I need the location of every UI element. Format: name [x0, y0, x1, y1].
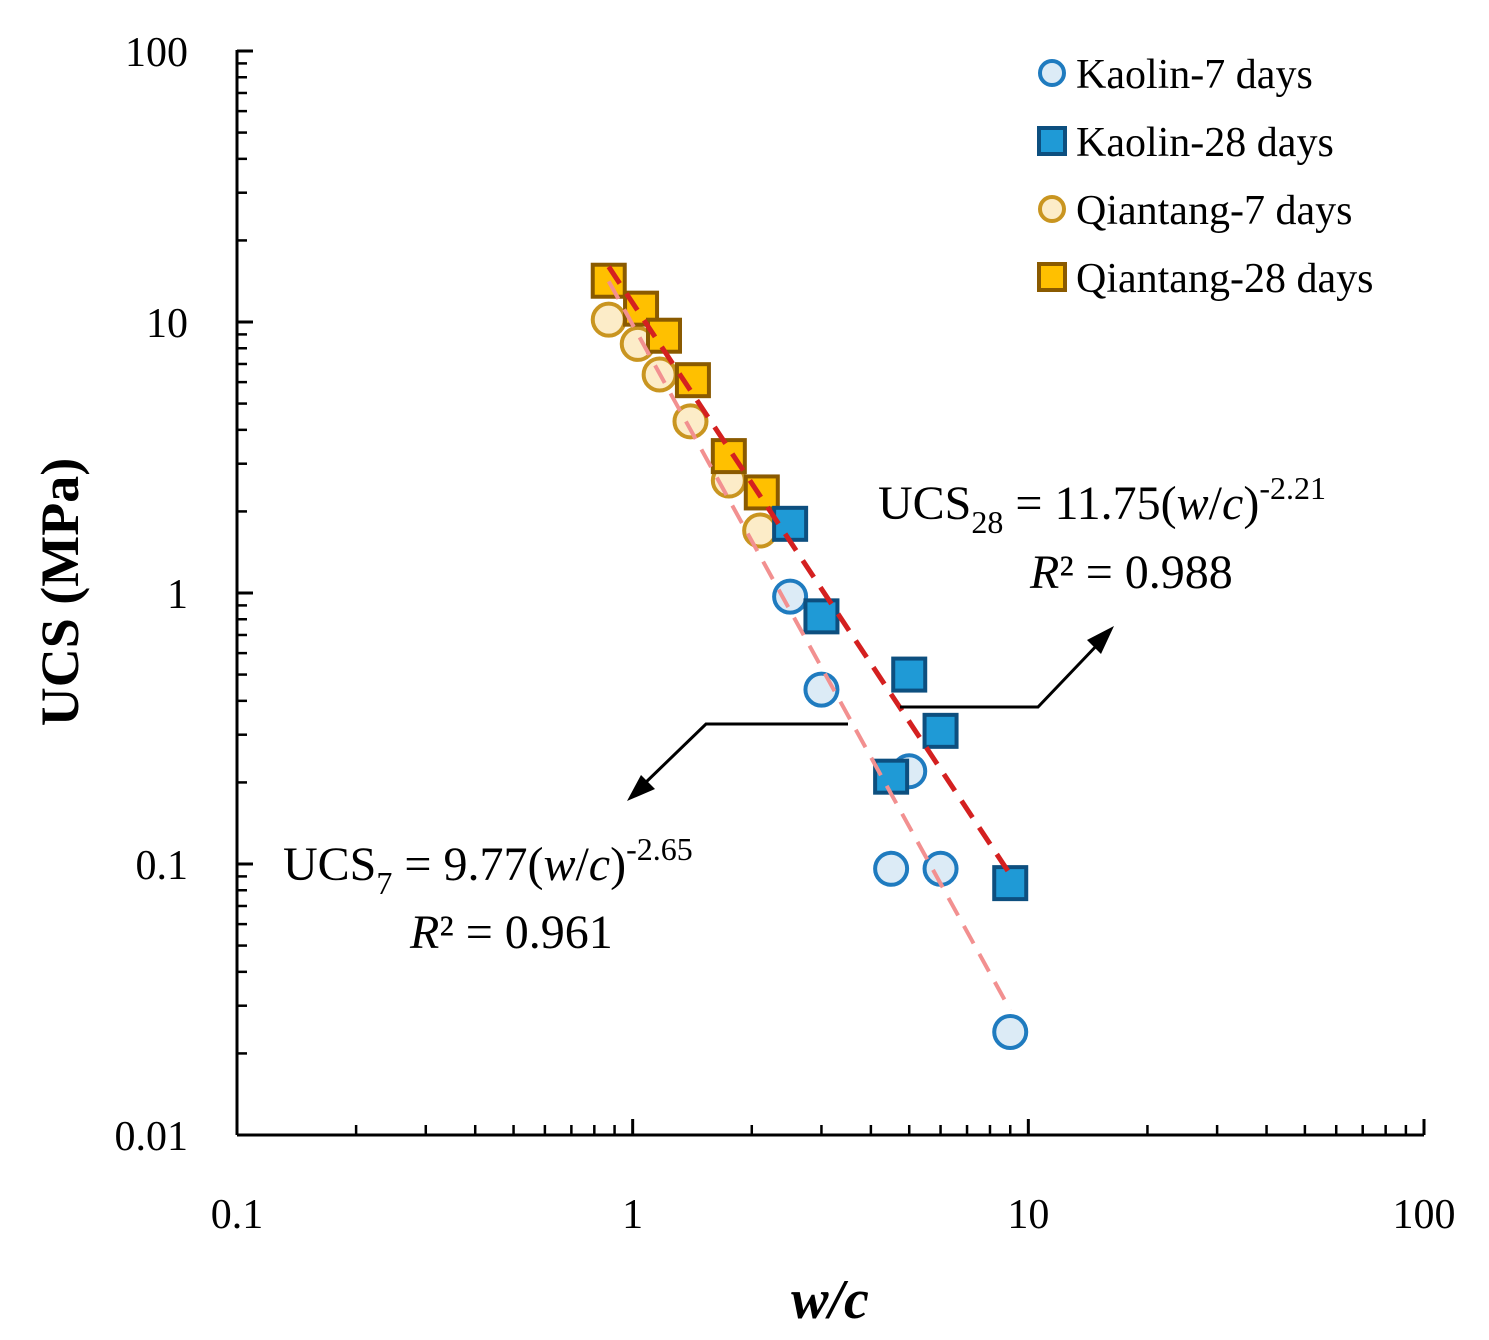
- equation-ucs28: UCS28 = 11.75(w/c)-2.21: [878, 470, 1326, 540]
- data-point-square: [891, 656, 928, 693]
- x-tick-label: 10: [1007, 1192, 1049, 1238]
- arrow-eq7-head: [627, 775, 655, 801]
- data-point-circle: [590, 301, 627, 338]
- y-tick-label: 0.01: [115, 1114, 189, 1160]
- data-point-square: [922, 712, 959, 749]
- y-tick-label: 1: [167, 572, 188, 618]
- arrow-eq28-line: [900, 640, 1102, 709]
- y-tick-label: 0.1: [136, 843, 189, 889]
- data-point-square: [803, 598, 840, 635]
- x-axis-title: w/c: [791, 1269, 869, 1331]
- data-point-circle: [742, 512, 779, 549]
- y-tick-label: 100: [125, 30, 188, 76]
- y-tick-labels: 0.01 0.1 1 10 100: [115, 30, 189, 1160]
- r2-ucs28: R² = 0.988: [1029, 546, 1233, 599]
- legend-entry: Kaolin-7 days: [1038, 52, 1313, 98]
- x-tick-label: 1: [622, 1192, 643, 1238]
- arrow-eq7-line: [640, 722, 848, 788]
- legend-entry: Qiantang-7 days: [1038, 188, 1352, 234]
- y-tick-label: 10: [146, 301, 188, 347]
- legend: Kaolin-7 days Kaolin-28 days Qiantang-7 da…: [1037, 52, 1373, 302]
- data-point-square: [674, 362, 711, 399]
- trendline: [606, 265, 1013, 876]
- legend-label: Kaolin-28 days: [1076, 120, 1334, 166]
- series-qiantang-28-days: [590, 262, 780, 511]
- legend-entry: Qiantang-28 days: [1037, 256, 1373, 302]
- data-point-square: [992, 865, 1029, 902]
- x-tick-label: 100: [1393, 1192, 1456, 1238]
- data-point-circle: [992, 1013, 1029, 1050]
- x-tick-labels: 0.1 1 10 100: [211, 1192, 1456, 1238]
- legend-marker: [1038, 59, 1066, 87]
- major-ticks: [235, 49, 1426, 1137]
- legend-label: Qiantang-28 days: [1076, 256, 1373, 302]
- legend-entry: Kaolin-28 days: [1037, 120, 1334, 166]
- minor-ticks: [237, 62, 1408, 1135]
- legend-marker: [1037, 262, 1067, 292]
- legend-marker: [1037, 126, 1067, 156]
- trendline: [606, 280, 1012, 1011]
- data-points: [590, 262, 1029, 1050]
- data-point-square: [772, 505, 809, 542]
- arrow-eq28-head: [1087, 626, 1114, 654]
- x-tick-label: 0.1: [211, 1192, 264, 1238]
- data-point-square: [873, 758, 910, 795]
- legend-label: Kaolin-7 days: [1076, 52, 1313, 98]
- data-point-circle: [672, 403, 709, 440]
- data-point-square: [743, 474, 780, 511]
- r2-ucs7: R² = 0.961: [409, 906, 613, 959]
- equation-arrows: [627, 626, 1114, 801]
- equations: UCS28 = 11.75(w/c)-2.21 R² = 0.988 UCS7 …: [283, 470, 1326, 959]
- equation-ucs7: UCS7 = 9.77(w/c)-2.65: [283, 831, 693, 901]
- y-axis-title: UCS (MPa): [30, 458, 90, 726]
- legend-marker: [1038, 195, 1066, 223]
- data-point-circle: [772, 578, 809, 615]
- trendlines: [606, 265, 1013, 1011]
- legend-label: Qiantang-7 days: [1076, 188, 1352, 234]
- data-point-circle: [873, 850, 910, 887]
- axes: [235, 49, 1426, 1137]
